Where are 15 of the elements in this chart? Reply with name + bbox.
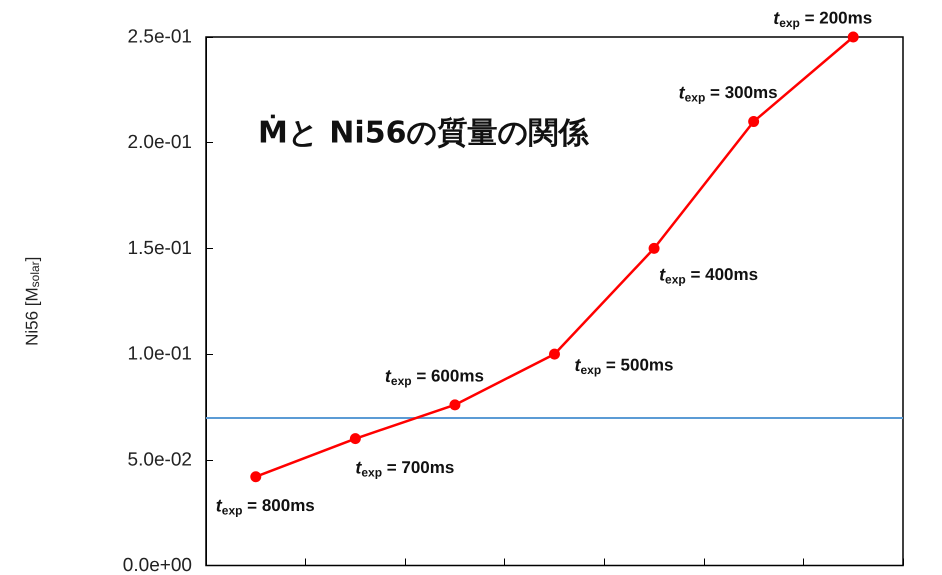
y-tick-label: 1.0e-01 bbox=[128, 344, 192, 365]
y-tick-label: 1.5e-01 bbox=[128, 238, 192, 259]
point bbox=[549, 348, 560, 360]
y-tick-label: 2.5e-01 bbox=[128, 26, 192, 48]
point bbox=[748, 116, 760, 128]
y-tick-label: 0.0e+00 bbox=[122, 555, 192, 575]
point bbox=[648, 242, 660, 254]
annotation: Ṁと Ni56の質量の関係 bbox=[258, 114, 590, 150]
point bbox=[848, 32, 859, 42]
y-tick-label: 2.0e-01 bbox=[128, 132, 192, 154]
y-axis-title: Ni56 [Msolar] bbox=[22, 256, 42, 346]
point bbox=[449, 399, 460, 410]
point bbox=[250, 471, 262, 482]
point bbox=[350, 433, 361, 444]
y-tick-label: 5.0e-02 bbox=[128, 449, 192, 470]
